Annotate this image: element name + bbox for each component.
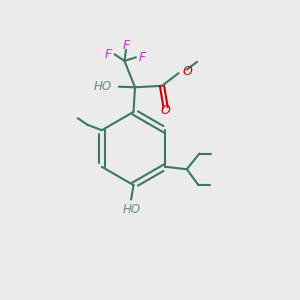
Text: F: F	[122, 39, 130, 52]
Text: HO: HO	[123, 202, 141, 216]
Text: HO: HO	[94, 80, 112, 93]
Text: O: O	[161, 104, 170, 118]
Text: F: F	[104, 48, 112, 61]
Text: O: O	[183, 64, 193, 78]
Text: F: F	[139, 51, 146, 64]
